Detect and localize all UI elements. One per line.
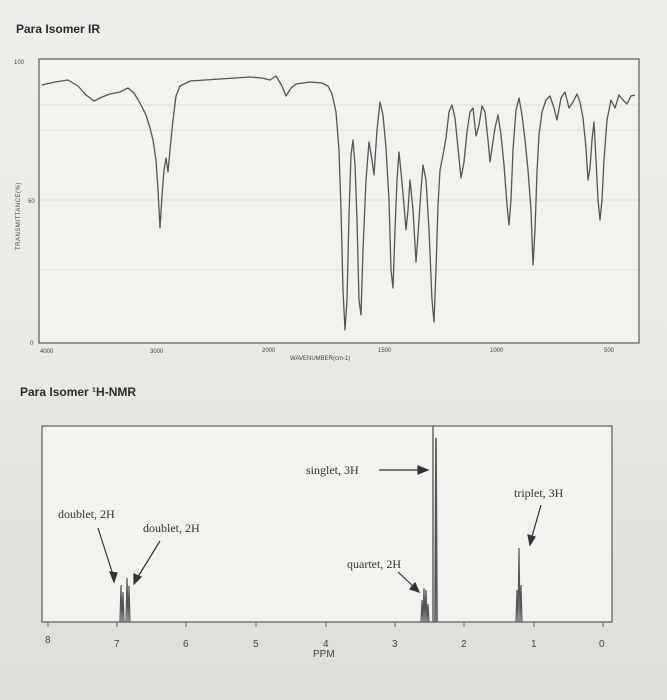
nmr-xtick-0: 0 (599, 639, 605, 650)
nmr-xtick-2: 2 (461, 639, 467, 650)
nmr-tick-marks (47, 622, 604, 627)
nmr-xtick-8: 8 (45, 635, 51, 646)
nmr-xtick-3: 3 (392, 639, 398, 650)
nmr-peak-triplet (515, 547, 523, 623)
arrow-doublet-right (135, 540, 161, 581)
annotation-doublet-left: doublet, 2H (58, 507, 115, 521)
arrowhead-doublet-left (109, 571, 118, 584)
ir-spectrum: 100 50 0 TRANSMITTANCE(%) 4000 3000 2000… (14, 58, 640, 362)
ir-ylabel: TRANSMITTANCE(%) (16, 182, 22, 250)
nmr-peak-doublet-1 (119, 584, 125, 623)
annotation-quartet: quartet, 2H (347, 557, 401, 571)
nmr-xtick-1: 1 (531, 639, 537, 650)
ir-grid (40, 104, 638, 271)
annotation-triplet: triplet, 3H (514, 486, 564, 500)
nmr-title: Para Isomer ¹H-NMR (20, 385, 137, 399)
nmr-peak-singlet (434, 437, 438, 623)
ir-ytick-0: 0 (30, 341, 34, 347)
nmr-xtick-6: 6 (183, 639, 189, 650)
ir-xtick-2000: 2000 (262, 348, 276, 354)
ir-xtick-3000: 3000 (150, 349, 164, 355)
ir-ytick-100: 100 (14, 60, 25, 66)
ir-xlabel: WAVENUMBER(cm-1) (290, 356, 350, 362)
arrow-quartet (397, 571, 416, 589)
ir-xtick-500: 500 (604, 348, 615, 354)
arrow-triplet (530, 504, 542, 541)
ir-xtick-1000: 1000 (490, 348, 504, 354)
nmr-frame (41, 425, 613, 623)
nmr-xtick-7: 7 (114, 639, 120, 650)
ir-title: Para Isomer IR (16, 22, 101, 36)
ir-xtick-1500: 1500 (378, 348, 392, 354)
arrowhead-doublet-right (133, 573, 143, 586)
ir-trace (41, 75, 636, 331)
nmr-arrows (97, 465, 542, 593)
arrowhead-triplet (527, 534, 536, 547)
nmr-xlabel: PPM (313, 649, 335, 660)
nmr-peaks (119, 437, 523, 623)
nmr-xtick-5: 5 (253, 639, 259, 650)
ir-ytick-50: 50 (28, 199, 35, 205)
nmr-xtick-4: 4 (323, 639, 329, 650)
ir-xtick-4000: 4000 (40, 349, 54, 355)
nmr-peak-doublet-2 (125, 577, 131, 623)
annotation-doublet-right: doublet, 2H (143, 521, 200, 535)
arrowhead-quartet (408, 581, 421, 593)
nmr-peak-quartet (420, 587, 430, 623)
ir-frame (38, 58, 640, 344)
arrowhead-singlet (417, 465, 430, 475)
arrow-doublet-left (97, 527, 115, 579)
annotation-singlet: singlet, 3H (306, 463, 359, 477)
